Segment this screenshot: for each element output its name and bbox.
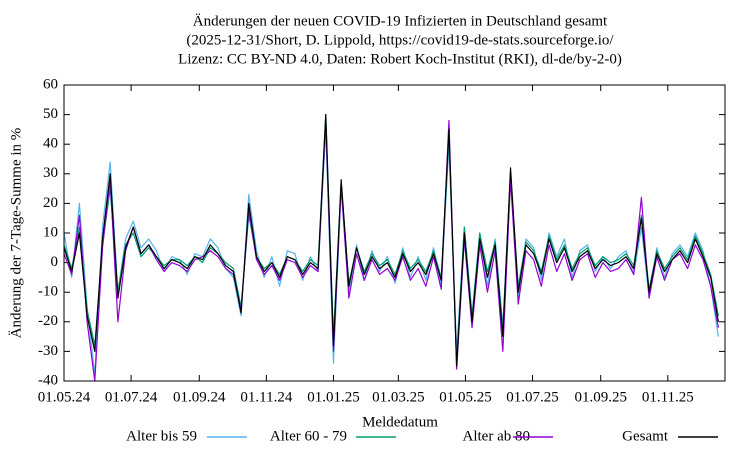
chart-subtitle: Lizenz: CC BY-ND 4.0, Daten: Robert Koch… (178, 51, 622, 67)
y-tick-label: 40 (43, 136, 58, 152)
y-tick-label: 30 (43, 165, 58, 181)
legend-label: Alter bis 59 (126, 428, 197, 444)
x-tick-label: 01.07.24 (105, 389, 158, 405)
x-tick-label: 01.05.24 (38, 389, 91, 405)
x-tick-label: 01.11.25 (642, 389, 694, 405)
legend-label: Alter ab 80 (463, 428, 530, 444)
chart-title: Änderungen der neuen COVID-19 Infizierte… (193, 12, 608, 29)
y-tick-label: -30 (38, 343, 58, 359)
x-tick-label: 01.11.24 (240, 389, 292, 405)
x-tick-label: 01.07.25 (506, 389, 559, 405)
x-tick-label: 01.03.25 (372, 389, 425, 405)
x-axis-label: Meldedatum (362, 414, 438, 430)
y-tick-label: 10 (43, 224, 58, 240)
legend-label: Alter 60 - 79 (270, 428, 347, 444)
x-tick-label: 01.09.24 (173, 389, 226, 405)
x-tick-label: 01.05.25 (439, 389, 492, 405)
y-tick-label: -40 (38, 372, 58, 388)
y-tick-label: -10 (38, 284, 58, 300)
y-tick-label: 60 (43, 76, 58, 92)
legend-label: Gesamt (622, 428, 669, 444)
series-line (63, 114, 719, 367)
y-tick-label: 20 (43, 195, 58, 211)
series-line (63, 119, 719, 382)
x-tick-label: 01.09.25 (574, 389, 627, 405)
y-tick-label: 0 (51, 254, 59, 270)
plot-frame (63, 84, 726, 382)
y-axis-label: Änderung der 7-Tage-Summe in % (7, 128, 24, 339)
chart-subtitle: (2025-12-31/Short, D. Lippold, https://c… (186, 32, 614, 48)
y-tick-label: 50 (43, 106, 58, 122)
x-tick-label: 01.01.25 (307, 389, 360, 405)
y-tick-label: -20 (38, 313, 58, 329)
